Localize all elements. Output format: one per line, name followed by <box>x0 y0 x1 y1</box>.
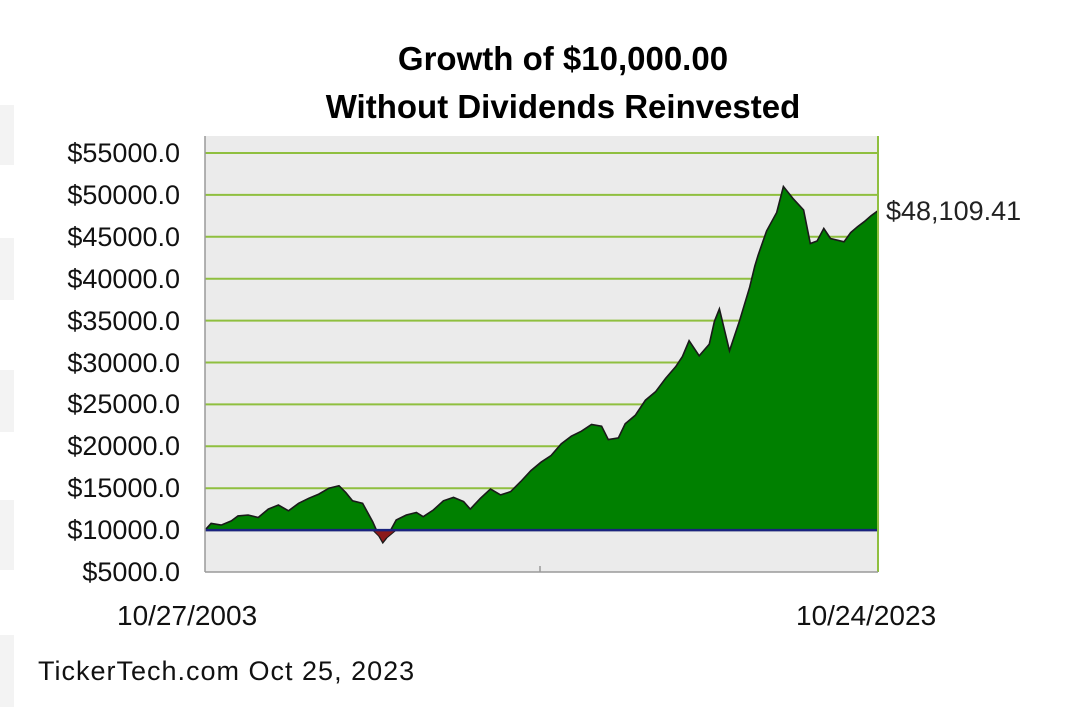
chart-subtitle: Without Dividends Reinvested <box>325 88 801 125</box>
end-value-label: $48,109.41 <box>886 196 1022 226</box>
y-tick-label: $25000.0 <box>67 389 180 420</box>
left-edge-strip <box>0 370 14 432</box>
y-tick-label: $50000.0 <box>67 179 180 210</box>
x-end-label: 10/24/2023 <box>796 600 937 631</box>
growth-line <box>204 184 879 545</box>
left-edge-strip <box>0 635 14 707</box>
y-tick-label: $55000.0 <box>67 138 180 168</box>
y-tick-label: $15000.0 <box>67 473 180 504</box>
y-tick-label: $40000.0 <box>67 263 180 294</box>
x-start-label: 10/27/2003 <box>117 600 258 631</box>
left-edge-strip <box>0 105 14 165</box>
y-tick-label: $20000.0 <box>67 431 180 462</box>
y-tick-label: $45000.0 <box>67 221 180 252</box>
footer-source: TickerTech.com Oct 25, 2023 <box>38 656 416 686</box>
y-tick-label: $5000.0 <box>82 557 180 587</box>
y-tick-label: $30000.0 <box>67 347 180 378</box>
y-tick-label: $10000.0 <box>67 515 180 546</box>
growth-area <box>205 186 878 543</box>
left-edge-strip <box>0 238 14 300</box>
y-tick-label: $35000.0 <box>67 305 180 336</box>
chart-title: Growth of $10,000.00 <box>397 40 729 77</box>
left-edge-strip <box>0 500 14 570</box>
